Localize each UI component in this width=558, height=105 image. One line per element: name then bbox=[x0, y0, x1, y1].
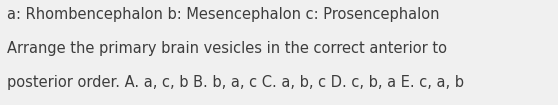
Text: Arrange the primary brain vesicles in the correct anterior to: Arrange the primary brain vesicles in th… bbox=[7, 41, 448, 56]
Text: a: Rhombencephalon b: Mesencephalon c: Prosencephalon: a: Rhombencephalon b: Mesencephalon c: P… bbox=[7, 7, 440, 22]
Text: posterior order. A. a, c, b B. b, a, c C. a, b, c D. c, b, a E. c, a, b: posterior order. A. a, c, b B. b, a, c C… bbox=[7, 75, 464, 90]
